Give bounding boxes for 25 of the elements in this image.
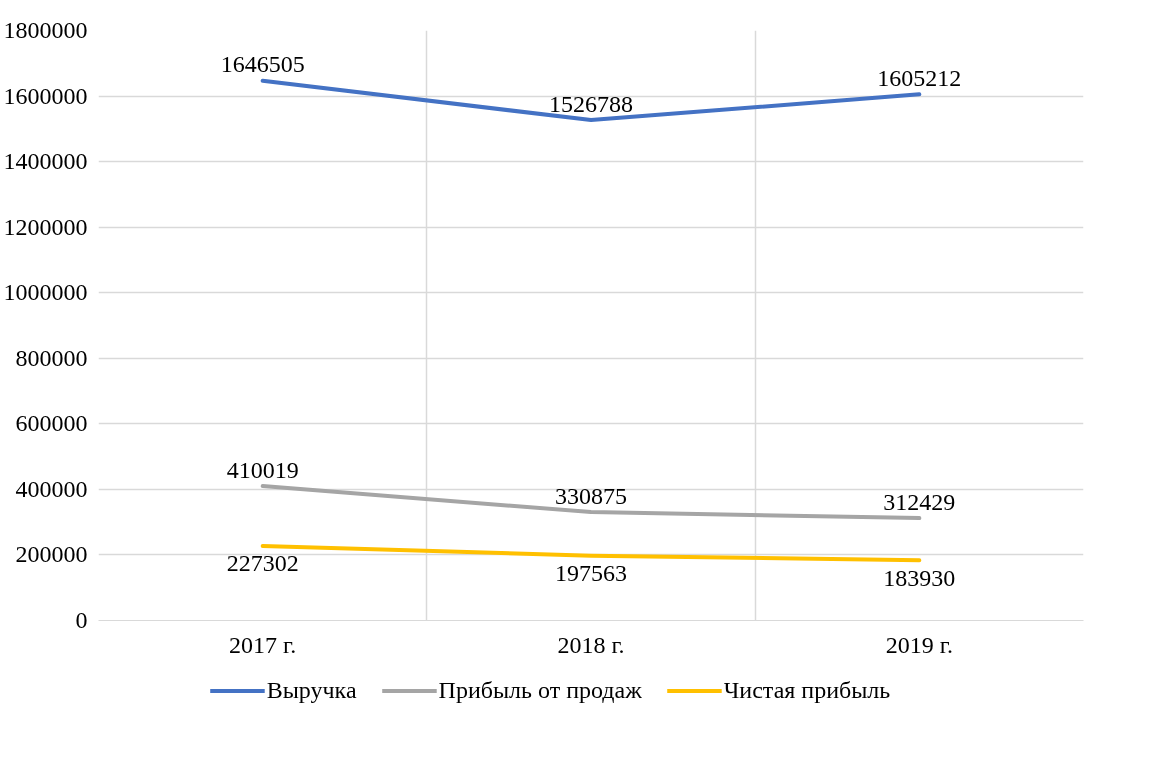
y-tick-label: 1800000 — [3, 17, 88, 43]
data-label: 183930 — [883, 564, 956, 591]
legend-label: Выручка — [266, 676, 357, 704]
data-label: 227302 — [226, 550, 299, 577]
legend-label: Чистая прибыль — [723, 676, 891, 704]
y-tick-label: 1200000 — [3, 213, 88, 240]
y-tick-label: 400000 — [15, 475, 88, 502]
legend-label: Прибыль от продаж — [438, 676, 642, 704]
data-label: 410019 — [226, 456, 299, 483]
x-tick-label: 2017 г. — [229, 631, 297, 658]
y-tick-label: 800000 — [15, 344, 88, 371]
x-tick-label: 2018 г. — [557, 631, 625, 658]
y-tick-label: 1000000 — [3, 279, 88, 306]
x-tick-label: 2019 г. — [885, 631, 953, 658]
data-label: 330875 — [555, 482, 627, 509]
y-tick-label: 1400000 — [3, 148, 88, 175]
data-label: 197563 — [555, 560, 627, 587]
data-label: 1646505 — [220, 51, 305, 78]
y-tick-label: 200000 — [15, 541, 88, 568]
y-tick-label: 600000 — [15, 410, 88, 437]
data-label: 1526788 — [549, 90, 633, 117]
data-label: 312429 — [883, 488, 956, 515]
data-label: 1605212 — [877, 64, 962, 91]
y-tick-label: 1600000 — [3, 82, 88, 109]
y-tick-label: 0 — [75, 607, 88, 633]
